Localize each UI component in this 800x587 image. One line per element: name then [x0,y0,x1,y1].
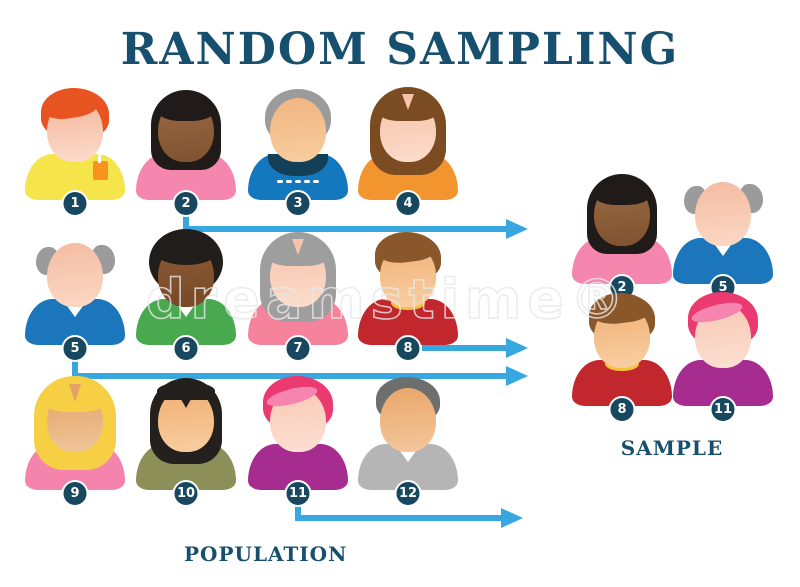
number-badge: 6 [172,335,200,362]
number-badge: 11 [709,396,737,423]
population-avatar-6: 6 [134,229,238,362]
population-label: POPULATION [184,542,348,566]
shirt-dashes-icon [277,180,319,183]
population-avatar-10: 10 [134,378,238,507]
hair-peak-icon [178,394,194,408]
population-avatar-2: 2 [134,90,238,217]
sample-avatar-5: 5 [671,174,775,301]
number-badge: 5 [61,335,89,362]
number-badge: 8 [608,396,636,423]
population-avatar-9: 9 [23,376,127,507]
pocket-icon [93,154,108,180]
population-avatar-4: 4 [356,87,460,217]
population-avatar-12: 12 [356,377,460,507]
number-badge: 10 [172,480,200,507]
face-icon [380,388,436,452]
number-badge: 4 [394,190,422,217]
number-badge: 12 [394,480,422,507]
arrow-from-5 [72,361,528,386]
page-title: RANDOM SAMPLING [120,24,680,75]
number-badge: 8 [394,335,422,362]
hair-part-icon [292,239,304,255]
number-badge: 1 [61,190,89,217]
face-icon [695,182,751,246]
population-avatar-8: 8 [356,232,460,362]
sample-label: SAMPLE [620,436,724,460]
number-badge: 9 [61,480,89,507]
hair-fringe-icon [157,382,215,400]
arrow-from-2 [183,216,528,239]
number-badge: 3 [284,190,312,217]
population-avatar-3: 3 [246,89,350,217]
hair-part-icon [402,94,414,110]
sample-avatar-11: 11 [671,292,775,423]
number-badge: 11 [284,480,312,507]
sample-avatar-8: 8 [570,293,674,423]
number-badge: 7 [284,335,312,362]
hair-part-icon [69,384,81,402]
population-avatar-1: 1 [23,88,127,217]
population-avatar-7: 7 [246,232,350,362]
face-icon [47,243,103,307]
hair-fringe-icon [593,179,651,205]
hair-fringe-icon [157,243,215,265]
arrow-from-11 [295,506,523,528]
face-icon [270,98,326,162]
number-badge: 2 [172,190,200,217]
sample-avatar-2: 2 [570,174,674,301]
population-avatar-5: 5 [23,235,127,362]
population-avatar-11: 11 [246,376,350,507]
hair-fringe-icon [157,95,215,121]
collar-yoke-icon [268,154,328,183]
